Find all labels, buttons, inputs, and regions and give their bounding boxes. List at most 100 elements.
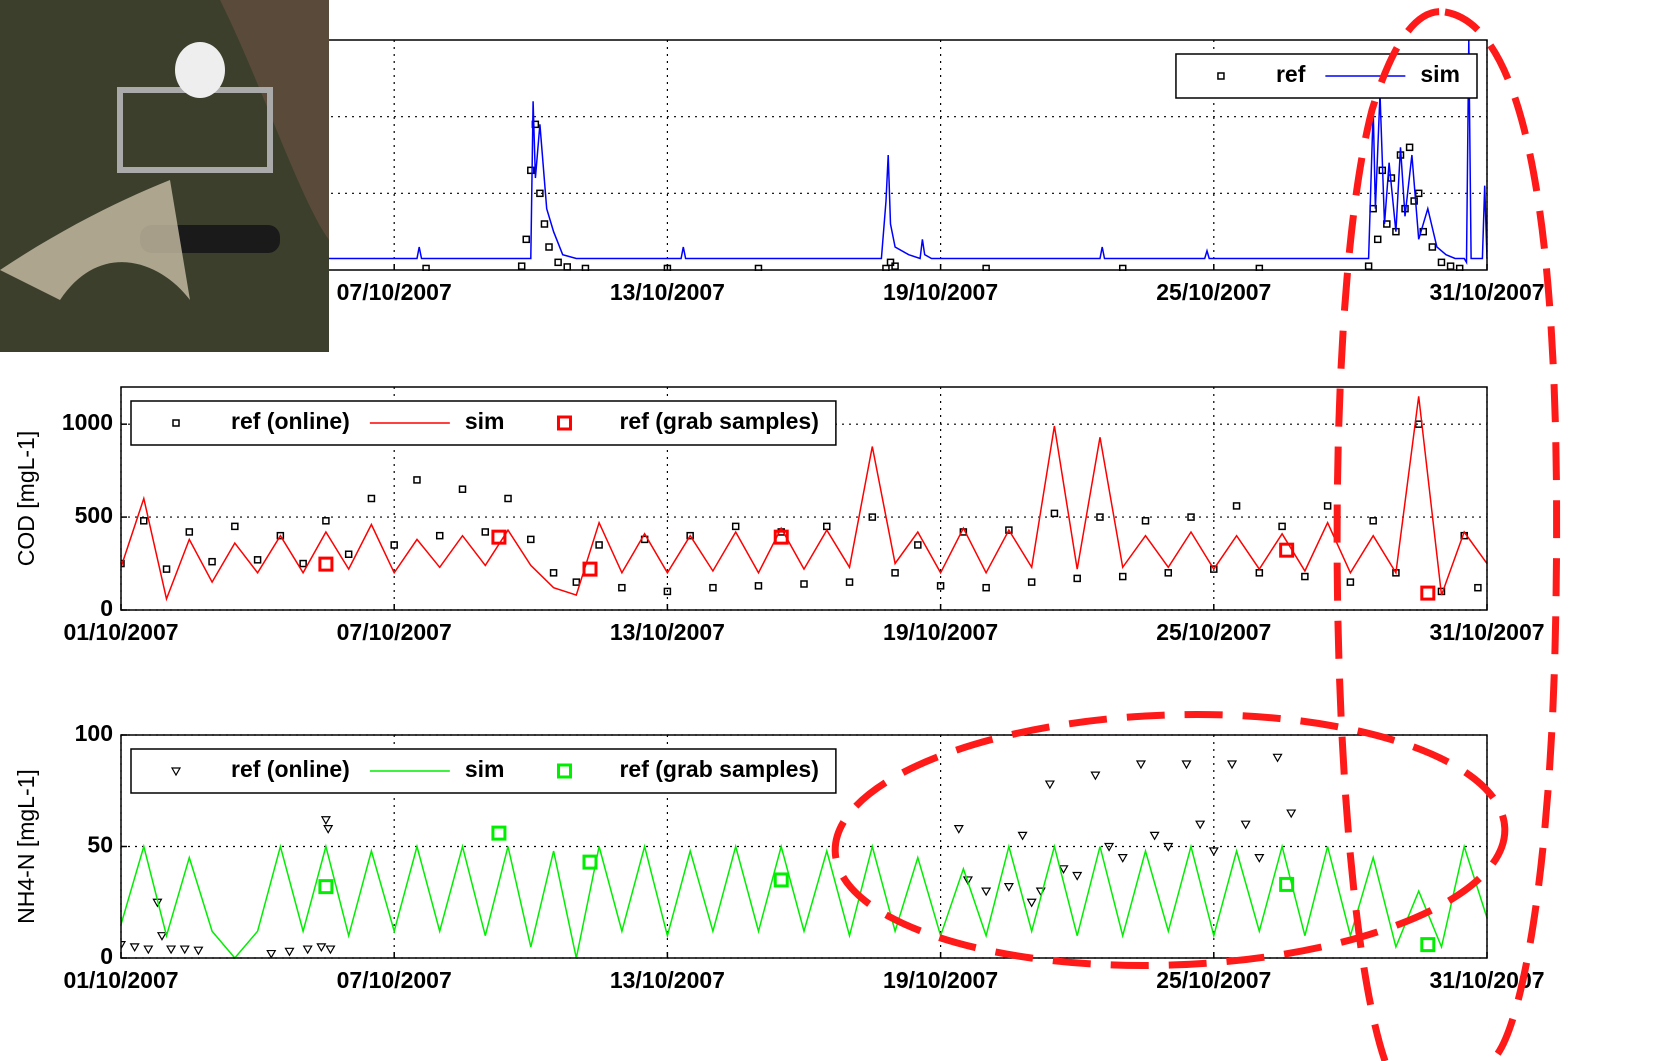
x-tick-label: 01/10/2007 xyxy=(63,619,178,645)
marker xyxy=(845,578,854,586)
legend-label: sim xyxy=(465,756,505,782)
chart: 01/10/2007 07/10/2007 13/10/2007 19/10/2007… xyxy=(13,720,1544,993)
marker xyxy=(276,531,285,540)
marker xyxy=(1279,542,1295,558)
marker xyxy=(549,569,558,577)
marker xyxy=(1210,565,1218,573)
marker xyxy=(891,262,899,270)
marker xyxy=(914,541,922,549)
marker xyxy=(143,945,154,955)
marker xyxy=(1346,578,1355,586)
photo-wall xyxy=(220,0,329,240)
marker xyxy=(1437,258,1446,267)
marker xyxy=(773,529,789,545)
series-group xyxy=(121,396,1487,602)
marker xyxy=(284,947,295,957)
x-tick-label: 19/10/2007 xyxy=(883,967,998,993)
marker xyxy=(320,816,331,825)
marker xyxy=(1104,842,1115,852)
series-line xyxy=(121,843,1487,959)
marker xyxy=(686,531,694,540)
marker xyxy=(1117,854,1128,863)
marker xyxy=(1369,517,1377,525)
marker xyxy=(1301,572,1309,581)
y-tick-label: 0 xyxy=(100,595,113,621)
marker xyxy=(618,583,626,592)
x-tick-label: 01/10/2007 xyxy=(63,967,178,993)
marker xyxy=(1405,143,1414,152)
marker xyxy=(981,887,992,897)
series-line xyxy=(121,396,1487,602)
marker xyxy=(1149,831,1160,841)
marker xyxy=(1410,197,1418,205)
marker xyxy=(1255,264,1264,271)
marker xyxy=(121,559,125,568)
marker xyxy=(754,582,763,590)
plot-frame xyxy=(120,386,1488,611)
legend: ref sim xyxy=(1175,53,1478,99)
marker xyxy=(1027,578,1036,586)
x-tick-label: 07/10/2007 xyxy=(337,279,452,305)
x-tick-label: 19/10/2007 xyxy=(883,619,998,645)
plot-frame xyxy=(120,734,1488,959)
marker xyxy=(1073,574,1081,583)
marker xyxy=(1240,820,1251,830)
legend-label: ref (grab samples) xyxy=(619,408,818,434)
marker xyxy=(1195,820,1206,830)
legend-box xyxy=(130,400,837,446)
x-tick-label: 25/10/2007 xyxy=(1156,619,1271,645)
marker xyxy=(1373,235,1382,244)
marker xyxy=(316,943,327,953)
marker xyxy=(1118,264,1127,271)
marker xyxy=(140,517,148,525)
marker xyxy=(1118,572,1127,581)
marker xyxy=(527,535,535,544)
marker xyxy=(868,513,877,521)
marker xyxy=(491,529,507,545)
y-tick-label: 50 xyxy=(87,832,113,858)
marker xyxy=(318,879,334,895)
x-tick-label: 07/10/2007 xyxy=(337,967,452,993)
marker xyxy=(982,264,990,271)
plots: 07/10/2007 13/10/2007 19/10/2007 25/10/2007… xyxy=(13,39,1545,993)
marker xyxy=(891,569,899,577)
marker xyxy=(504,494,512,503)
marker xyxy=(517,262,526,270)
marker xyxy=(208,557,216,566)
y-tick-label: 500 xyxy=(75,502,113,528)
chart: 07/10/2007 13/10/2007 19/10/2007 25/10/2007… xyxy=(120,39,1545,305)
x-tick-label: 31/10/2007 xyxy=(1429,279,1544,305)
photo-sensor xyxy=(175,42,225,98)
marker xyxy=(166,945,177,955)
marker xyxy=(302,945,313,955)
x-tick-label: 13/10/2007 xyxy=(610,619,725,645)
marker xyxy=(1420,937,1436,953)
marker xyxy=(886,258,895,267)
marker xyxy=(1364,262,1373,270)
marker xyxy=(936,582,945,590)
marker xyxy=(318,556,334,572)
marker xyxy=(663,587,672,596)
x-tick-label: 31/10/2007 xyxy=(1429,619,1544,645)
marker xyxy=(582,854,598,870)
marker xyxy=(522,235,530,244)
marker xyxy=(1428,243,1437,251)
legend: ref (online) sim ref (grab samples) xyxy=(130,748,837,794)
legend-label: ref xyxy=(1276,61,1306,87)
legend-label: sim xyxy=(465,408,505,434)
overlay xyxy=(0,0,1561,1061)
marker xyxy=(1096,513,1104,521)
x-tick-label: 25/10/2007 xyxy=(1156,279,1271,305)
marker xyxy=(231,522,239,531)
marker xyxy=(253,556,262,564)
marker xyxy=(1232,502,1241,510)
marker xyxy=(1003,883,1014,892)
marker xyxy=(491,825,507,841)
marker xyxy=(1446,262,1455,270)
marker xyxy=(1058,865,1069,875)
x-tick-label: 13/10/2007 xyxy=(610,967,725,993)
y-axis-label: NH4-N [mgL-1] xyxy=(13,769,39,924)
marker xyxy=(554,258,562,267)
marker xyxy=(754,264,763,271)
marker xyxy=(1026,898,1037,908)
